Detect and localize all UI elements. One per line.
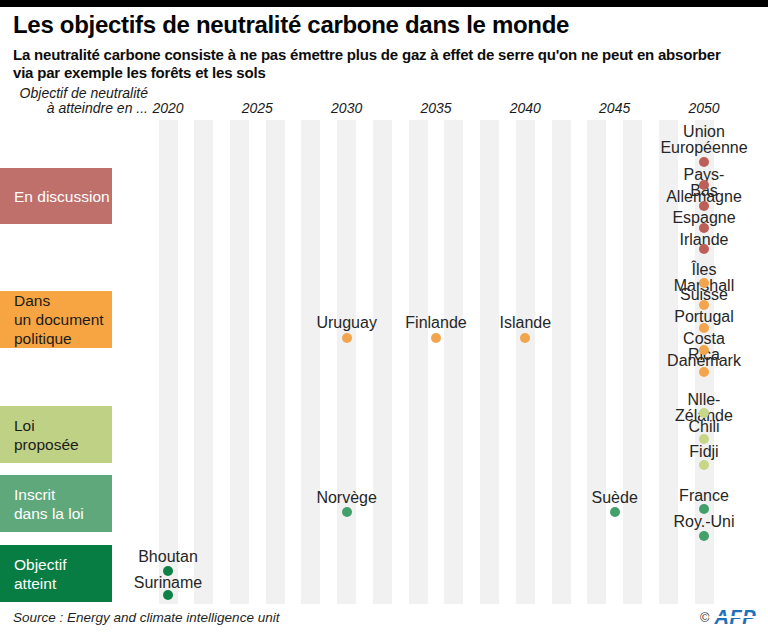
year-stripe — [373, 120, 392, 604]
year-tick-label: 2040 — [510, 100, 541, 116]
year-tick-label: 2045 — [599, 100, 630, 116]
legend-box-loi-proposee: Loi proposée — [0, 406, 112, 463]
legend-label-objectif-atteint: Objectif atteint — [14, 555, 112, 593]
country-label: Union Européenne — [660, 124, 747, 155]
legend-label-loi-proposee: Loi proposée — [14, 416, 112, 454]
year-stripe — [230, 120, 249, 604]
data-point-dot — [431, 333, 441, 343]
country-label: Bhoutan — [138, 549, 198, 565]
year-stripe — [194, 120, 213, 604]
legend-box-inscrit-loi: Inscrit dans la loi — [0, 475, 112, 532]
year-stripe — [480, 120, 499, 604]
data-point-dot — [699, 244, 709, 254]
data-point-dot — [699, 504, 709, 514]
country-label: Chili — [688, 419, 719, 435]
afp-logo: AFP — [715, 606, 757, 629]
page-title: Les objectifs de neutralité carbone dans… — [13, 11, 753, 39]
country-label: Finlande — [405, 315, 466, 331]
legend-label-inscrit-loi: Inscrit dans la loi — [14, 485, 112, 523]
year-tick-label: 2030 — [331, 100, 362, 116]
data-point-dot — [699, 531, 709, 541]
year-tick-label: 2020 — [152, 100, 183, 116]
year-tick-label: 2025 — [242, 100, 273, 116]
country-label: Portugal — [674, 309, 734, 325]
year-tick-label: 2035 — [420, 100, 451, 116]
country-label: Uruguay — [316, 315, 376, 331]
x-axis-caption: Objectif de neutralité à atteindre en ..… — [0, 86, 148, 116]
data-point-dot — [699, 408, 709, 418]
year-stripe — [301, 120, 320, 604]
year-tick-label: 2050 — [688, 100, 719, 116]
country-label: Norvège — [316, 490, 376, 506]
country-label: France — [679, 488, 729, 504]
year-stripe — [409, 120, 428, 604]
data-point-dot — [699, 367, 709, 377]
year-stripe — [552, 120, 571, 604]
year-stripe — [623, 120, 642, 604]
country-label: Fidji — [689, 444, 718, 460]
infographic-canvas: Les objectifs de neutralité carbone dans… — [0, 0, 768, 633]
year-stripe — [444, 120, 463, 604]
country-label: Roy.-Uni — [673, 514, 734, 530]
subtitle: La neutralité carbone consiste à ne pas … — [13, 46, 743, 81]
data-point-dot — [699, 460, 709, 470]
credit: © AFP — [700, 606, 756, 629]
data-point-dot — [342, 333, 352, 343]
source-note: Source : Energy and climate intelligence… — [13, 610, 279, 625]
year-stripe — [337, 120, 356, 604]
country-label: Islande — [500, 315, 552, 331]
data-point-dot — [342, 507, 352, 517]
country-label: Suède — [592, 490, 638, 506]
top-black-bar — [0, 0, 768, 7]
year-stripe — [266, 120, 285, 604]
data-point-dot — [163, 590, 173, 600]
country-label: Suriname — [134, 575, 202, 591]
year-stripe — [516, 120, 535, 604]
data-point-dot — [610, 507, 620, 517]
legend-box-document-politique: Dans un document politique — [0, 291, 112, 348]
legend-label-en-discussion: En discussion — [14, 187, 112, 206]
legend-box-objectif-atteint: Objectif atteint — [0, 545, 112, 602]
year-stripe — [587, 120, 606, 604]
country-label: Danemark — [667, 353, 741, 369]
year-stripe — [159, 120, 178, 604]
legend-label-document-politique: Dans un document politique — [14, 291, 112, 348]
legend-box-en-discussion: En discussion — [0, 168, 112, 224]
